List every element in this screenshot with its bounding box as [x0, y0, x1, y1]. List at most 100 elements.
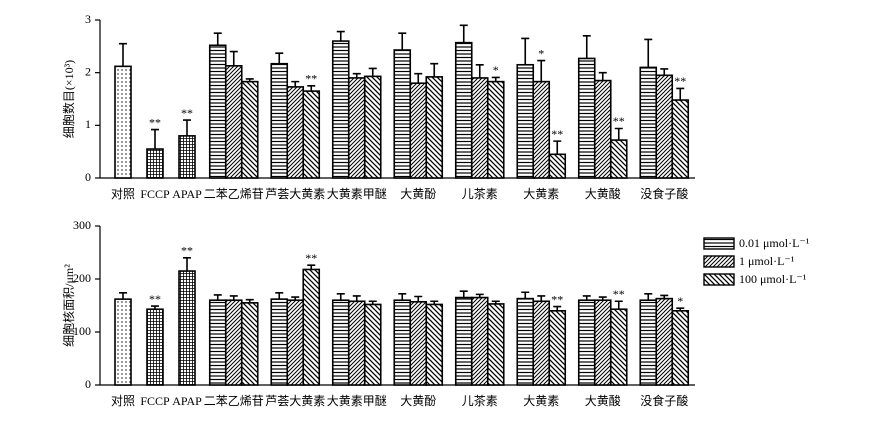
- x-tick-label: 大黄素: [523, 394, 559, 408]
- error-bar: [676, 87, 685, 101]
- error-bar: [352, 295, 361, 302]
- error-bar: [582, 295, 591, 301]
- significance-label: **: [305, 251, 317, 265]
- legend-swatch: [703, 255, 735, 268]
- error-bar: [151, 128, 159, 150]
- error-bar: [475, 63, 484, 78]
- significance-label: **: [613, 114, 625, 128]
- bar: [532, 300, 551, 386]
- legend-label: 0.01 μmol·L⁻¹: [739, 236, 810, 250]
- bar: [486, 80, 505, 179]
- error-bar: [553, 140, 562, 155]
- error-bar: [459, 24, 468, 43]
- error-bar: [151, 305, 159, 310]
- bar: [548, 153, 567, 179]
- x-tick-label: APAP: [172, 394, 202, 408]
- bar: [425, 303, 444, 386]
- bar: [470, 77, 489, 179]
- error-bar: [491, 300, 500, 304]
- bar: [178, 135, 196, 179]
- x-tick-label: 儿茶素: [462, 186, 498, 201]
- error-bar: [553, 305, 562, 311]
- error-bar: [336, 30, 345, 42]
- bar: [454, 296, 473, 386]
- error-bar: [414, 295, 423, 302]
- bar: [486, 303, 505, 386]
- bar: [363, 303, 382, 386]
- bar: [393, 299, 412, 386]
- bar: [516, 63, 535, 179]
- x-tick-label: 对照: [111, 394, 135, 408]
- error-bar: [368, 300, 377, 305]
- significance-label: **: [674, 74, 686, 88]
- bar: [516, 297, 535, 386]
- bar: [240, 302, 259, 386]
- error-bar: [582, 35, 591, 59]
- x-tick-label: 二苯乙烯苷: [204, 394, 264, 408]
- error-bar: [336, 293, 345, 301]
- error-bar: [414, 72, 423, 84]
- bar: [240, 80, 259, 179]
- error-bar: [459, 290, 468, 298]
- bar: [671, 99, 690, 179]
- error-bar: [183, 257, 191, 272]
- error-bar: [521, 291, 530, 299]
- significance-label: *: [493, 63, 499, 77]
- bar: [655, 297, 674, 386]
- x-tick-label: 二苯乙烯苷: [204, 187, 264, 201]
- significance-label: **: [551, 292, 563, 306]
- error-bar: [475, 293, 484, 298]
- y-axis-label: 细胞数目(×10³): [61, 60, 76, 138]
- bar: [577, 57, 596, 179]
- y-tick-label: 2: [85, 64, 91, 78]
- bar: [593, 299, 612, 386]
- bar: [178, 270, 196, 386]
- y-tick-label: 300: [73, 218, 91, 232]
- bar: [454, 41, 473, 179]
- x-tick-label: 大黄素甲醚: [327, 187, 387, 201]
- significance-label: **: [613, 287, 625, 301]
- bar: [409, 300, 428, 386]
- bar: [425, 76, 444, 179]
- x-tick-label: 对照: [111, 187, 135, 201]
- bar: [577, 299, 596, 386]
- x-tick-label: 大黄酚: [400, 187, 436, 201]
- x-tick-label: APAP: [172, 187, 202, 201]
- significance-label: **: [181, 106, 193, 120]
- error-bar: [598, 71, 607, 81]
- bar: [655, 74, 674, 179]
- error-bar: [398, 32, 407, 51]
- y-tick-label: 0: [85, 377, 91, 391]
- bar: [302, 268, 321, 386]
- error-bar: [430, 300, 439, 305]
- error-bar: [644, 293, 653, 301]
- error-bar: [119, 42, 127, 67]
- error-bar: [183, 119, 191, 136]
- legend-label: 1 μmol·L⁻¹: [739, 254, 795, 268]
- error-bar: [275, 291, 284, 300]
- x-tick-label: 大黄素甲醚: [327, 394, 387, 408]
- bar: [286, 86, 305, 179]
- x-tick-label: 大黄酚: [400, 394, 436, 408]
- error-bar: [598, 296, 607, 301]
- error-bar: [307, 264, 316, 270]
- x-tick-label: 芦荟大黄素: [265, 394, 325, 408]
- bar: [347, 300, 366, 386]
- y-axis-label: 细胞核面积/μm²: [62, 264, 76, 347]
- error-bar: [213, 32, 222, 46]
- y-tick-label: 200: [73, 271, 91, 285]
- error-bar: [213, 294, 222, 301]
- bar: [331, 40, 350, 179]
- x-tick-label: 芦荟大黄素: [265, 187, 325, 201]
- error-bar: [430, 62, 439, 77]
- significance-label: **: [551, 127, 563, 141]
- bar: [114, 65, 132, 179]
- error-bar: [291, 80, 300, 87]
- legend-label: 100 μmol·L⁻¹: [739, 272, 807, 286]
- error-bar: [676, 307, 685, 311]
- bar: [363, 75, 382, 179]
- bar: [671, 309, 690, 386]
- bar: [146, 148, 164, 179]
- error-bar: [245, 78, 254, 82]
